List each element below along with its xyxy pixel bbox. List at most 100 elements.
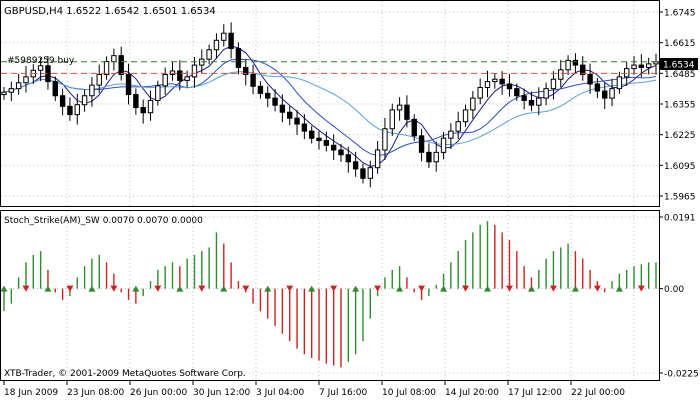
- candle-bear: [360, 168, 366, 179]
- signal-arrow-up: [352, 285, 360, 292]
- signal-arrow-up: [571, 285, 579, 292]
- signal-arrow-down: [505, 285, 513, 292]
- candle-bear: [265, 92, 271, 99]
- indicator-tick-label: 0.00: [664, 285, 684, 295]
- price-tick-label: 1.6095: [664, 162, 696, 172]
- candle-bull: [484, 81, 491, 88]
- signal-arrow-up: [264, 285, 272, 292]
- candle-bull: [15, 82, 22, 90]
- candle-bull: [184, 76, 190, 81]
- candle-bear: [59, 95, 66, 107]
- time-tick-label: 17 Jul 12:00: [508, 388, 562, 398]
- candle-bull: [374, 149, 381, 169]
- candle-bull: [609, 88, 615, 99]
- signal-arrow-down: [198, 285, 206, 292]
- price-tick-label: 1.6745: [664, 9, 696, 19]
- time-axis: 18 Jun 2009 23 Jun 08:00 26 Jun 00:00 30 Ju…: [3, 381, 625, 398]
- candle-bear: [177, 70, 183, 81]
- signal-arrow-up: [176, 285, 184, 292]
- candle-bull: [1, 91, 7, 96]
- time-tick-label: 14 Jul 20:00: [445, 388, 499, 398]
- candle-bull: [89, 84, 95, 97]
- ma-slow-line: [3, 71, 657, 145]
- indicator-histogram: [3, 221, 657, 368]
- candle-bull: [433, 151, 439, 163]
- signal-arrow-down: [462, 285, 470, 292]
- signal-arrow-down: [286, 285, 294, 292]
- candle-bear: [243, 66, 249, 76]
- candle-bear: [426, 151, 432, 163]
- signal-arrow-down: [374, 285, 382, 292]
- signal-arrow-up: [132, 285, 140, 292]
- candle-bull: [367, 167, 373, 179]
- candle-bear: [133, 94, 139, 109]
- candle-bear: [404, 104, 410, 120]
- candle-bull: [37, 65, 44, 71]
- candle-bull: [462, 109, 469, 123]
- signal-arrow-up: [484, 285, 492, 292]
- signal-arrow-down: [330, 285, 338, 292]
- signal-arrow-up: [0, 285, 8, 292]
- candle-bull: [492, 78, 498, 83]
- candle-bull: [558, 69, 564, 80]
- candle-bull: [623, 68, 630, 78]
- candle-bull: [81, 95, 88, 106]
- candle-bull: [103, 61, 110, 76]
- candle-bull: [162, 74, 168, 87]
- candle-bear: [323, 140, 330, 146]
- candle-bear: [638, 64, 645, 68]
- candle-bear: [272, 97, 278, 106]
- candle-bear: [345, 154, 352, 163]
- candle-bull: [455, 121, 461, 132]
- candle-bull: [389, 109, 395, 130]
- signal-arrow-up: [220, 285, 228, 292]
- candle-bull: [536, 97, 542, 106]
- candle-bull: [221, 32, 227, 41]
- candle-bear: [330, 144, 337, 151]
- candle-bear: [140, 107, 146, 114]
- price-tick-label: 1.5965: [664, 193, 696, 203]
- candle-bear: [294, 117, 300, 125]
- candle-bear: [235, 48, 242, 68]
- signal-arrow-up: [527, 285, 535, 292]
- current-price-label: 1.6534: [663, 61, 695, 71]
- candle-bull: [111, 55, 117, 63]
- signal-arrows: [0, 285, 645, 292]
- candle-bear: [338, 149, 344, 156]
- signal-arrow-up: [615, 285, 623, 292]
- candle-bear: [514, 88, 520, 97]
- candle-bull: [396, 104, 403, 111]
- candle-bull: [448, 130, 454, 139]
- signal-arrow-down: [242, 285, 250, 292]
- candle-bull: [382, 128, 388, 151]
- indicator-panel[interactable]: [0, 210, 660, 381]
- candle-bull: [147, 99, 154, 114]
- candle-bull: [191, 64, 198, 78]
- candlestick-series: [1, 22, 659, 188]
- candle-bear: [521, 95, 527, 101]
- candle-bear: [316, 137, 322, 142]
- signal-arrow-down: [593, 285, 601, 292]
- signal-arrow-up: [308, 285, 316, 292]
- candle-bear: [118, 55, 124, 76]
- candle-bear: [228, 32, 234, 50]
- candle-bull: [470, 97, 476, 111]
- candle-bear: [418, 135, 425, 153]
- candle-bear: [67, 105, 73, 116]
- signal-arrow-up: [440, 285, 448, 292]
- indicator-tick-label: -0.0225: [664, 370, 699, 380]
- price-tick-label: 1.6485: [664, 70, 696, 80]
- copyright-text: XTB-Trader, © 2001-2009 MetaQuotes Softw…: [4, 369, 246, 379]
- candle-bear: [250, 74, 256, 87]
- indicator-axis: 0.0191 0.00 -0.0225: [659, 214, 699, 380]
- candle-bull: [631, 64, 637, 70]
- signal-arrow-down: [110, 285, 118, 292]
- signal-arrow-down: [637, 285, 645, 292]
- candle-bear: [125, 74, 132, 96]
- candle-bear: [287, 111, 293, 119]
- price-tick-label: 1.6615: [664, 39, 696, 49]
- candle-bull: [543, 88, 549, 99]
- candle-bear: [602, 90, 608, 99]
